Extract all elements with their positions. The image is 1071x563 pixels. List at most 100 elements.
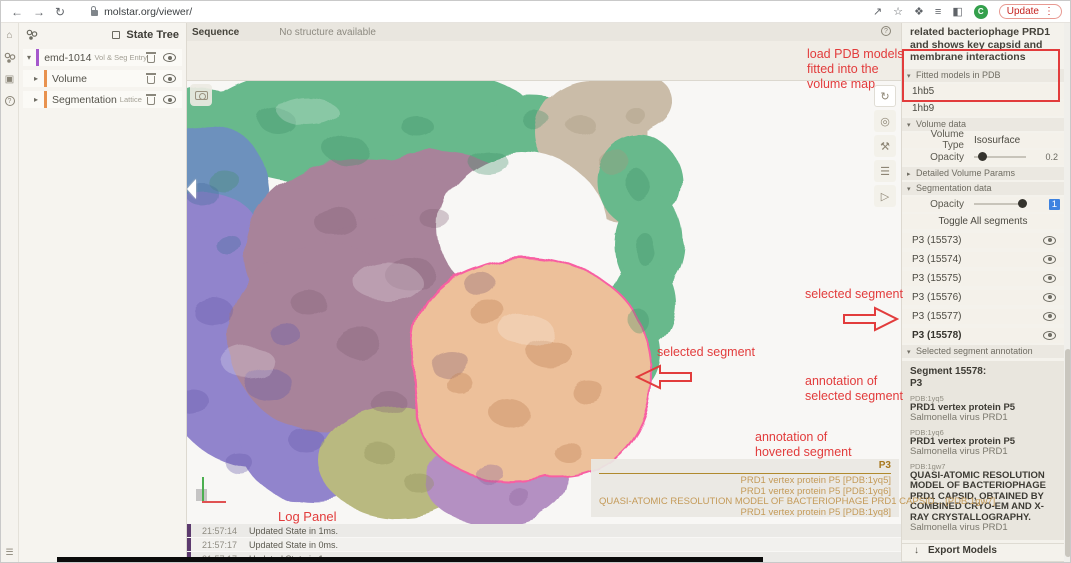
- visibility-icon[interactable]: [1043, 273, 1056, 283]
- collapse-left-panel-icon[interactable]: [187, 179, 196, 199]
- lock-icon: [91, 6, 99, 16]
- segment-row[interactable]: P3 (15576): [902, 289, 1064, 305]
- save-session-icon[interactable]: ▣: [4, 74, 15, 85]
- segment-row[interactable]: P3 (15577): [902, 308, 1064, 324]
- update-button[interactable]: Update ⋮: [998, 4, 1062, 19]
- volume-type-label: Volume Type: [930, 129, 964, 151]
- annotation-of-hovered-segment: annotation of hovered segment: [755, 430, 852, 459]
- profile-avatar[interactable]: C: [973, 4, 988, 19]
- bookmark-star-icon[interactable]: ☆: [893, 6, 904, 18]
- molstar-logo-icon[interactable]: [4, 52, 16, 64]
- segment-row[interactable]: P3 (15573): [902, 232, 1064, 248]
- extensions-icon[interactable]: ❖: [914, 6, 924, 18]
- chevron-right-icon[interactable]: ▸: [34, 95, 39, 104]
- back-icon[interactable]: ←: [11, 4, 23, 19]
- visibility-icon[interactable]: [1043, 330, 1056, 340]
- bottom-settings-icon[interactable]: ☰: [5, 547, 14, 557]
- url-text[interactable]: molstar.org/viewer/: [104, 5, 193, 18]
- screenshot-camera-button[interactable]: [190, 84, 212, 106]
- tree-row[interactable]: ▸ Volume: [23, 70, 182, 87]
- tree-row[interactable]: ▾ emd-1014 Vol & Seg Entry: [23, 49, 182, 66]
- visibility-icon[interactable]: [163, 74, 176, 83]
- share-icon[interactable]: ↗: [872, 6, 883, 18]
- fitted-model-row[interactable]: 1hb5: [902, 83, 1064, 99]
- visibility-icon[interactable]: [1043, 311, 1056, 321]
- section-volume-data[interactable]: ▾ Volume data: [902, 117, 1064, 131]
- selection-cursor-button[interactable]: ▷: [874, 185, 896, 207]
- volume-type-value[interactable]: Isosurface: [974, 134, 1021, 146]
- log-row: 21:57:14 Updated State in 1ms.: [187, 524, 901, 537]
- log-accent-bar: [187, 538, 191, 551]
- export-button[interactable]: ↓ Export Models: [902, 542, 1064, 558]
- forward-icon[interactable]: →: [33, 4, 45, 19]
- volume-type-row[interactable]: Volume Type Isosurface: [902, 129, 1064, 151]
- reset-camera-icon: ↻: [880, 90, 890, 103]
- kebab-menu-icon[interactable]: ⋮: [1044, 6, 1054, 17]
- visibility-icon[interactable]: [1043, 292, 1056, 302]
- section-detailed-volume-params[interactable]: ▸ Detailed Volume Params: [902, 166, 1064, 180]
- annotation-pdb-id: PDB:1gw7: [910, 461, 946, 471]
- controls-wrench-button[interactable]: ⚒: [874, 135, 896, 157]
- annotation-title: PRD1 vertex protein P5: [910, 435, 1016, 447]
- reset-camera-button[interactable]: ↻: [874, 85, 896, 107]
- opacity-slider[interactable]: [974, 152, 1026, 161]
- sequence-bar: Sequence No structure available ?: [187, 23, 901, 41]
- visibility-icon[interactable]: [163, 95, 176, 104]
- delete-icon[interactable]: [146, 51, 156, 63]
- right-arrow-icon: [843, 306, 899, 332]
- chevron-down-icon: ▾: [907, 348, 911, 356]
- tree-view-icon[interactable]: [112, 31, 121, 39]
- side-panel-icon[interactable]: ◧: [952, 6, 963, 18]
- texture-tan: [565, 107, 645, 175]
- visibility-icon[interactable]: [163, 53, 176, 62]
- chevron-down-icon[interactable]: ▾: [27, 53, 32, 62]
- section-selected-segment-annotation[interactable]: ▾ Selected segment annotation: [902, 344, 1064, 358]
- section-segmentation-data[interactable]: ▾ Segmentation data: [902, 181, 1064, 195]
- segment-label: P3 (15573): [912, 234, 962, 246]
- selected-segment-annotation-block: Segment 15578: P3 PDB:1yq5 PRD1 vertex pr…: [902, 360, 1064, 540]
- reading-list-icon[interactable]: ≡: [934, 5, 942, 18]
- chevron-right-icon[interactable]: ▸: [34, 74, 39, 83]
- toggle-all-segments-button[interactable]: Toggle All segments: [902, 213, 1064, 229]
- fitted-model-row[interactable]: 1hb9: [902, 100, 1064, 116]
- molecule-3d-view[interactable]: [187, 81, 901, 524]
- scrollbar-thumb[interactable]: [1065, 349, 1070, 557]
- hover-annotation-row: QUASI-ATOMIC RESOLUTION MODEL OF BACTERI…: [599, 496, 996, 507]
- right-panel-scrollbar[interactable]: [1064, 23, 1070, 562]
- help-icon[interactable]: ?: [4, 96, 15, 106]
- accent-bar: [36, 49, 40, 66]
- opacity-slider[interactable]: [974, 199, 1027, 208]
- visibility-icon[interactable]: [1043, 254, 1056, 264]
- log-message: Updated State in 1ms.: [249, 525, 339, 536]
- delete-icon[interactable]: [146, 72, 156, 84]
- opacity-value-input[interactable]: 1: [1048, 198, 1060, 210]
- help-toggle-icon[interactable]: ?: [881, 26, 891, 36]
- hover-annotation-row: PRD1 vertex protein P5 [PDB:1yq8]: [740, 506, 892, 518]
- opacity-value[interactable]: 0.2: [1045, 152, 1058, 162]
- tree-row[interactable]: ▸ Segmentation Lattice: [23, 91, 182, 108]
- section-fitted-models[interactable]: ▾ Fitted models in PDB: [902, 68, 1064, 82]
- home-icon[interactable]: ⌂: [6, 30, 13, 41]
- segmentation-opacity-row: Opacity 1: [902, 196, 1064, 212]
- delete-icon[interactable]: [146, 93, 156, 105]
- segment-row[interactable]: P3 (15574): [902, 251, 1064, 267]
- settings-sliders-button[interactable]: ☰: [874, 160, 896, 182]
- annotation-selected-segment-mid: selected segment: [657, 345, 755, 359]
- opacity-label: Opacity: [930, 151, 964, 163]
- viewport-canvas[interactable]: ↻ ◎ ⚒ ☰ ▷: [187, 81, 901, 524]
- export-button[interactable]: ⊞Export Animation: [902, 560, 1064, 562]
- slider-knob[interactable]: [1018, 199, 1027, 208]
- segment-row[interactable]: P3 (15578): [902, 327, 1064, 343]
- download-icon: ↓: [914, 545, 919, 556]
- segment-row[interactable]: P3 (15575): [902, 270, 1064, 286]
- molstar-logo-icon: [26, 29, 38, 40]
- annotation-organism: Salmonella virus PRD1: [910, 446, 1008, 457]
- chevron-down-icon: ▾: [907, 72, 911, 80]
- visibility-icon[interactable]: [1043, 235, 1056, 245]
- fitted-models-list: 1hb5 1hb9: [902, 83, 1064, 116]
- screenshot-button[interactable]: ◎: [874, 110, 896, 132]
- annotation-entries: PDB:1yq5 PRD1 vertex protein P5 Salmonella…: [910, 394, 1056, 534]
- reload-icon[interactable]: ↻: [55, 4, 66, 19]
- state-tree-panel: State Tree ▾ emd-1014 Vol & Seg Entry ▸ Volu…: [19, 23, 187, 562]
- slider-knob[interactable]: [978, 152, 987, 161]
